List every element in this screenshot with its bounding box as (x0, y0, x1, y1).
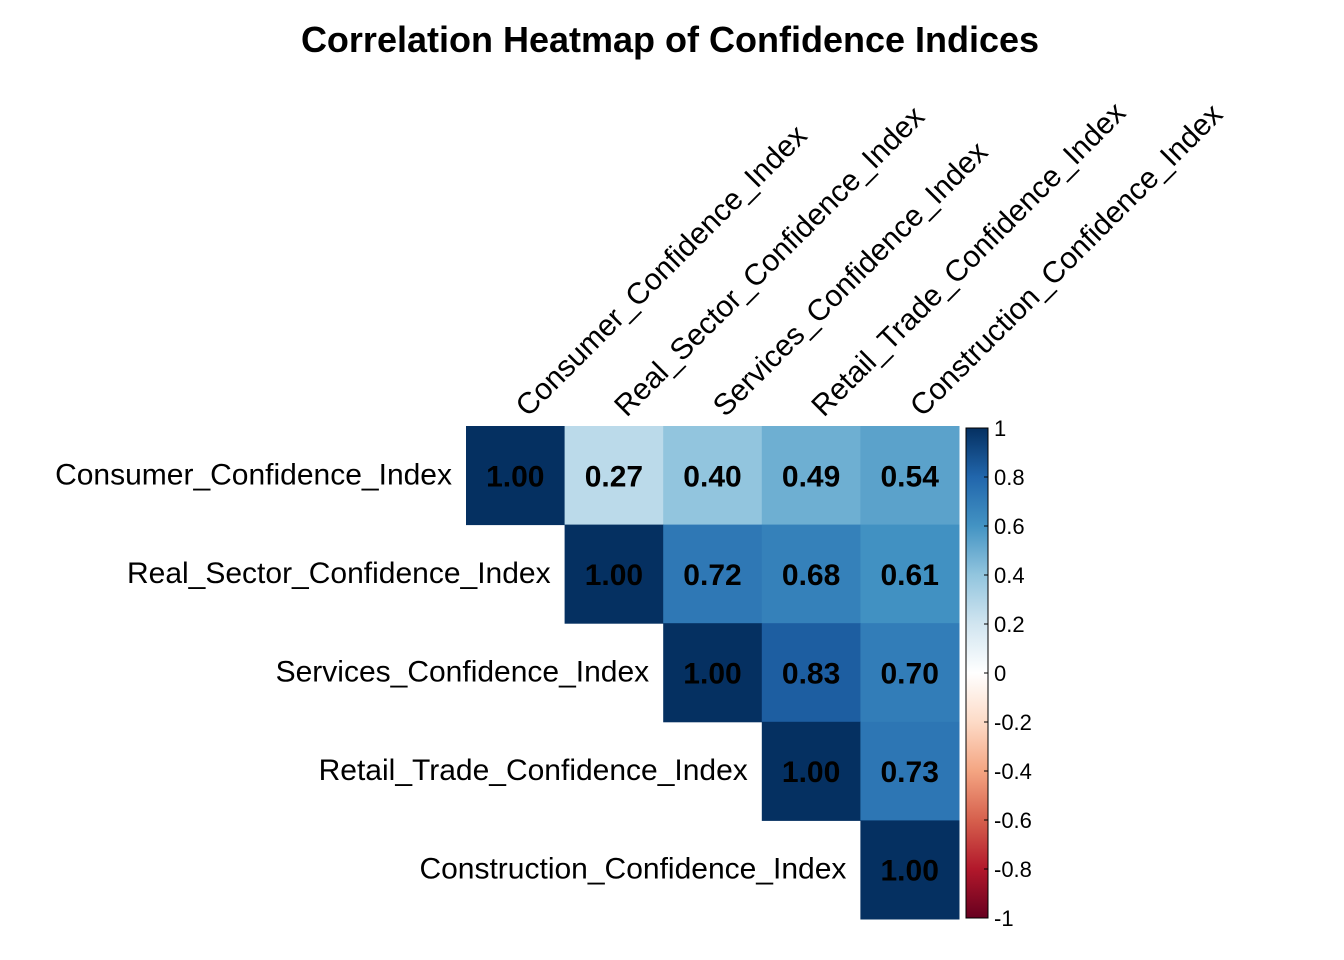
legend-tick-label: 0.8 (994, 465, 1025, 490)
color-legend: 1 0.8 0.6 0.4 0.2 0 -0.2 -0.4 -0.6 -0.8 -1 (965, 416, 1032, 931)
heatmap-cell (663, 524, 763, 624)
row-labels: Consumer_Confidence_Index Real_Sector_Con… (55, 458, 846, 885)
legend-tick-label: -0.2 (994, 710, 1032, 735)
heatmap-cell (761, 721, 861, 821)
heatmap-cell (761, 623, 861, 723)
heatmap-cell (860, 721, 960, 821)
heatmap-cell (860, 623, 960, 723)
cell-value-label: 1.00 (782, 756, 840, 789)
cell-value-label: 0.70 (881, 658, 939, 691)
cell-value-label: 0.27 (585, 460, 643, 493)
legend-tick-label: 0 (994, 661, 1006, 686)
heatmap-cell (860, 524, 960, 624)
heatmap-cell (761, 426, 861, 526)
heatmap-cell (663, 623, 763, 723)
legend-tick-label: 0.2 (994, 612, 1025, 637)
row-label: Retail_Trade_Confidence_Index (319, 754, 748, 787)
heatmap-cell (761, 524, 861, 624)
cell-value-label: 1.00 (585, 559, 643, 592)
cell-value-label: 0.73 (881, 756, 939, 789)
row-label: Consumer_Confidence_Index (55, 458, 452, 491)
heatmap-cell (663, 426, 763, 526)
cell-value-label: 1.00 (486, 460, 544, 493)
row-label: Services_Confidence_Index (276, 656, 650, 689)
cell-value-label: 0.54 (881, 460, 940, 493)
column-labels: Consumer_Confidence_IndexReal_Sector_Con… (510, 96, 1230, 423)
heatmap-cells: 1.00 0.27 0.40 0.49 0.54 1.00 0.72 0.68 0.61 1.00… (466, 426, 960, 920)
heatmap-cell (564, 426, 664, 526)
cell-value-label: 0.83 (782, 658, 840, 691)
cell-value-label: 0.40 (683, 460, 741, 493)
heatmap-cell (860, 426, 960, 526)
legend-tick-label: -0.4 (994, 759, 1032, 784)
heatmap-cell (564, 524, 664, 624)
legend-tick-label: -0.8 (994, 857, 1032, 882)
cell-value-label: 1.00 (881, 855, 939, 888)
legend-tick-label: -0.6 (994, 808, 1032, 833)
legend-tick-label: -1 (994, 906, 1014, 931)
legend-ticks: 1 0.8 0.6 0.4 0.2 0 -0.2 -0.4 -0.6 -0.8 -1 (984, 416, 1032, 931)
legend-tick-label: 1 (994, 416, 1006, 441)
legend-tick-label: 0.4 (994, 563, 1025, 588)
legend-tick-label: 0.6 (994, 514, 1025, 539)
heatmap-cell (466, 426, 566, 526)
cell-value-label: 1.00 (683, 658, 741, 691)
row-label: Construction_Confidence_Index (419, 853, 846, 886)
cell-value-label: 0.72 (683, 559, 741, 592)
cell-value-label: 0.61 (881, 559, 939, 592)
cell-value-label: 0.68 (782, 559, 840, 592)
heatmap-cell (860, 820, 960, 920)
cell-value-label: 0.49 (782, 460, 840, 493)
chart-title: Correlation Heatmap of Confidence Indice… (301, 19, 1039, 60)
row-label: Real_Sector_Confidence_Index (127, 557, 551, 590)
